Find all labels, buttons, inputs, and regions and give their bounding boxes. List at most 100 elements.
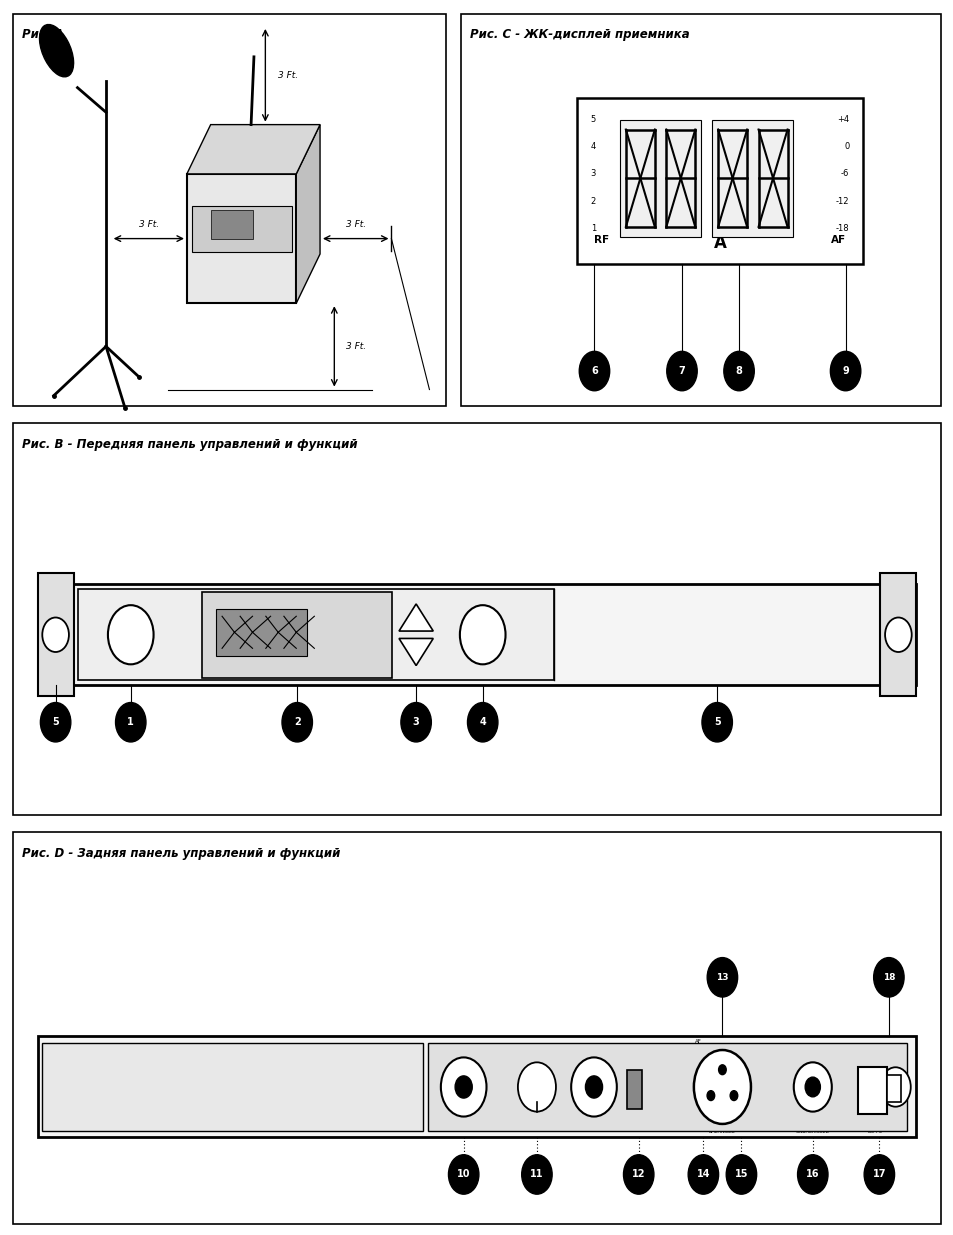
Circle shape xyxy=(455,1076,472,1098)
Bar xyxy=(37,1036,916,1137)
Circle shape xyxy=(706,957,737,997)
Bar xyxy=(880,573,916,697)
Text: 3: 3 xyxy=(210,613,213,618)
Bar xyxy=(187,174,296,304)
Text: Рис. B - Передняя панель управлений и функций: Рис. B - Передняя панель управлений и фу… xyxy=(22,437,357,451)
Text: 5: 5 xyxy=(590,115,596,125)
Bar xyxy=(460,14,941,405)
Bar xyxy=(858,1067,886,1114)
Circle shape xyxy=(115,703,146,742)
Text: 14: 14 xyxy=(696,1170,709,1179)
Text: 16: 16 xyxy=(805,1170,819,1179)
Circle shape xyxy=(459,605,505,664)
Circle shape xyxy=(440,1057,486,1116)
Circle shape xyxy=(585,1076,602,1098)
Text: 8: 8 xyxy=(735,366,741,375)
Circle shape xyxy=(687,1155,718,1194)
Circle shape xyxy=(40,703,71,742)
Text: 3 Ft.: 3 Ft. xyxy=(345,220,365,228)
Circle shape xyxy=(718,1065,725,1074)
Bar xyxy=(202,592,392,678)
Text: 18: 18 xyxy=(882,973,894,982)
Text: 15: 15 xyxy=(734,1170,747,1179)
Text: 2: 2 xyxy=(294,718,300,727)
Text: A: A xyxy=(285,657,291,666)
Text: 12-18V  ═
DC-PS: 12-18V ═ DC-PS xyxy=(862,1123,885,1134)
Text: 3: 3 xyxy=(590,169,596,178)
Circle shape xyxy=(701,703,732,742)
Ellipse shape xyxy=(39,25,73,77)
Text: 3 Ft.: 3 Ft. xyxy=(277,70,297,80)
Bar xyxy=(619,120,700,237)
Polygon shape xyxy=(296,125,319,304)
Text: 2: 2 xyxy=(590,196,596,205)
Bar xyxy=(78,589,554,680)
Circle shape xyxy=(693,1050,750,1124)
Bar xyxy=(712,120,793,237)
Circle shape xyxy=(804,1077,820,1097)
Text: Рис. D - Задняя панель управлений и функций: Рис. D - Задняя панель управлений и функ… xyxy=(22,847,340,860)
Circle shape xyxy=(884,618,911,652)
Circle shape xyxy=(666,351,697,390)
Text: SQUELCH: SQUELCH xyxy=(523,1125,549,1130)
Polygon shape xyxy=(398,638,433,666)
Bar xyxy=(577,98,862,264)
Text: GROUND
GROUND LIFT: GROUND GROUND LIFT xyxy=(621,1119,655,1130)
Text: AF: AF xyxy=(830,236,844,246)
Circle shape xyxy=(521,1155,552,1194)
Text: AF OUT
BALANCED: AF OUT BALANCED xyxy=(708,1123,735,1134)
Text: RF: RF xyxy=(594,236,609,246)
Circle shape xyxy=(880,1067,910,1107)
Circle shape xyxy=(400,703,431,742)
Text: ■ ON: ■ ON xyxy=(138,620,156,625)
Bar xyxy=(211,210,253,238)
Bar xyxy=(37,584,916,685)
Circle shape xyxy=(282,703,313,742)
Circle shape xyxy=(723,351,754,390)
Text: 5: 5 xyxy=(52,718,59,727)
Text: -6: -6 xyxy=(323,642,327,647)
Text: DOWN: DOWN xyxy=(404,674,427,680)
Text: 3 Ft.: 3 Ft. xyxy=(345,342,365,351)
Circle shape xyxy=(517,1062,556,1112)
Text: AF OUT
UNBALANCED: AF OUT UNBALANCED xyxy=(795,1123,829,1134)
Circle shape xyxy=(725,1155,756,1194)
Text: 7: 7 xyxy=(678,366,684,375)
Circle shape xyxy=(706,1091,714,1100)
Text: A: A xyxy=(713,233,726,252)
Text: UP: UP xyxy=(411,589,420,595)
Text: -6: -6 xyxy=(841,169,848,178)
Text: 5: 5 xyxy=(713,718,720,727)
Text: 4: 4 xyxy=(590,142,596,152)
Bar xyxy=(427,1042,906,1131)
Text: 4: 4 xyxy=(478,718,486,727)
Text: 1: 1 xyxy=(590,224,596,232)
Polygon shape xyxy=(187,125,319,174)
Text: ▸audio-technica.: ▸audio-technica. xyxy=(274,666,319,671)
Circle shape xyxy=(578,351,609,390)
Text: -18: -18 xyxy=(835,224,848,232)
Circle shape xyxy=(797,1155,827,1194)
Text: AF: AF xyxy=(373,658,380,663)
Text: 0: 0 xyxy=(843,142,848,152)
Text: 9: 9 xyxy=(841,366,848,375)
Text: 17: 17 xyxy=(872,1170,885,1179)
Bar xyxy=(12,422,941,815)
Text: MIN  MAX  ANT. A: MIN MAX ANT. A xyxy=(527,1042,572,1047)
Circle shape xyxy=(729,1091,737,1100)
Text: 3 Ft.: 3 Ft. xyxy=(138,220,159,228)
Text: -12: -12 xyxy=(835,196,848,205)
Text: ⏻: ⏻ xyxy=(100,651,108,663)
Text: 0: 0 xyxy=(325,627,327,632)
Bar xyxy=(216,609,307,656)
Bar xyxy=(12,832,941,1224)
Text: Рис. A: Рис. A xyxy=(22,28,64,42)
Bar xyxy=(627,1070,640,1109)
Bar xyxy=(886,1074,901,1102)
Text: 11: 11 xyxy=(530,1170,543,1179)
Circle shape xyxy=(829,351,860,390)
Circle shape xyxy=(108,605,153,664)
Text: ANT. A: ANT. A xyxy=(584,1042,602,1047)
Bar xyxy=(37,573,73,697)
Text: 1: 1 xyxy=(210,642,212,647)
